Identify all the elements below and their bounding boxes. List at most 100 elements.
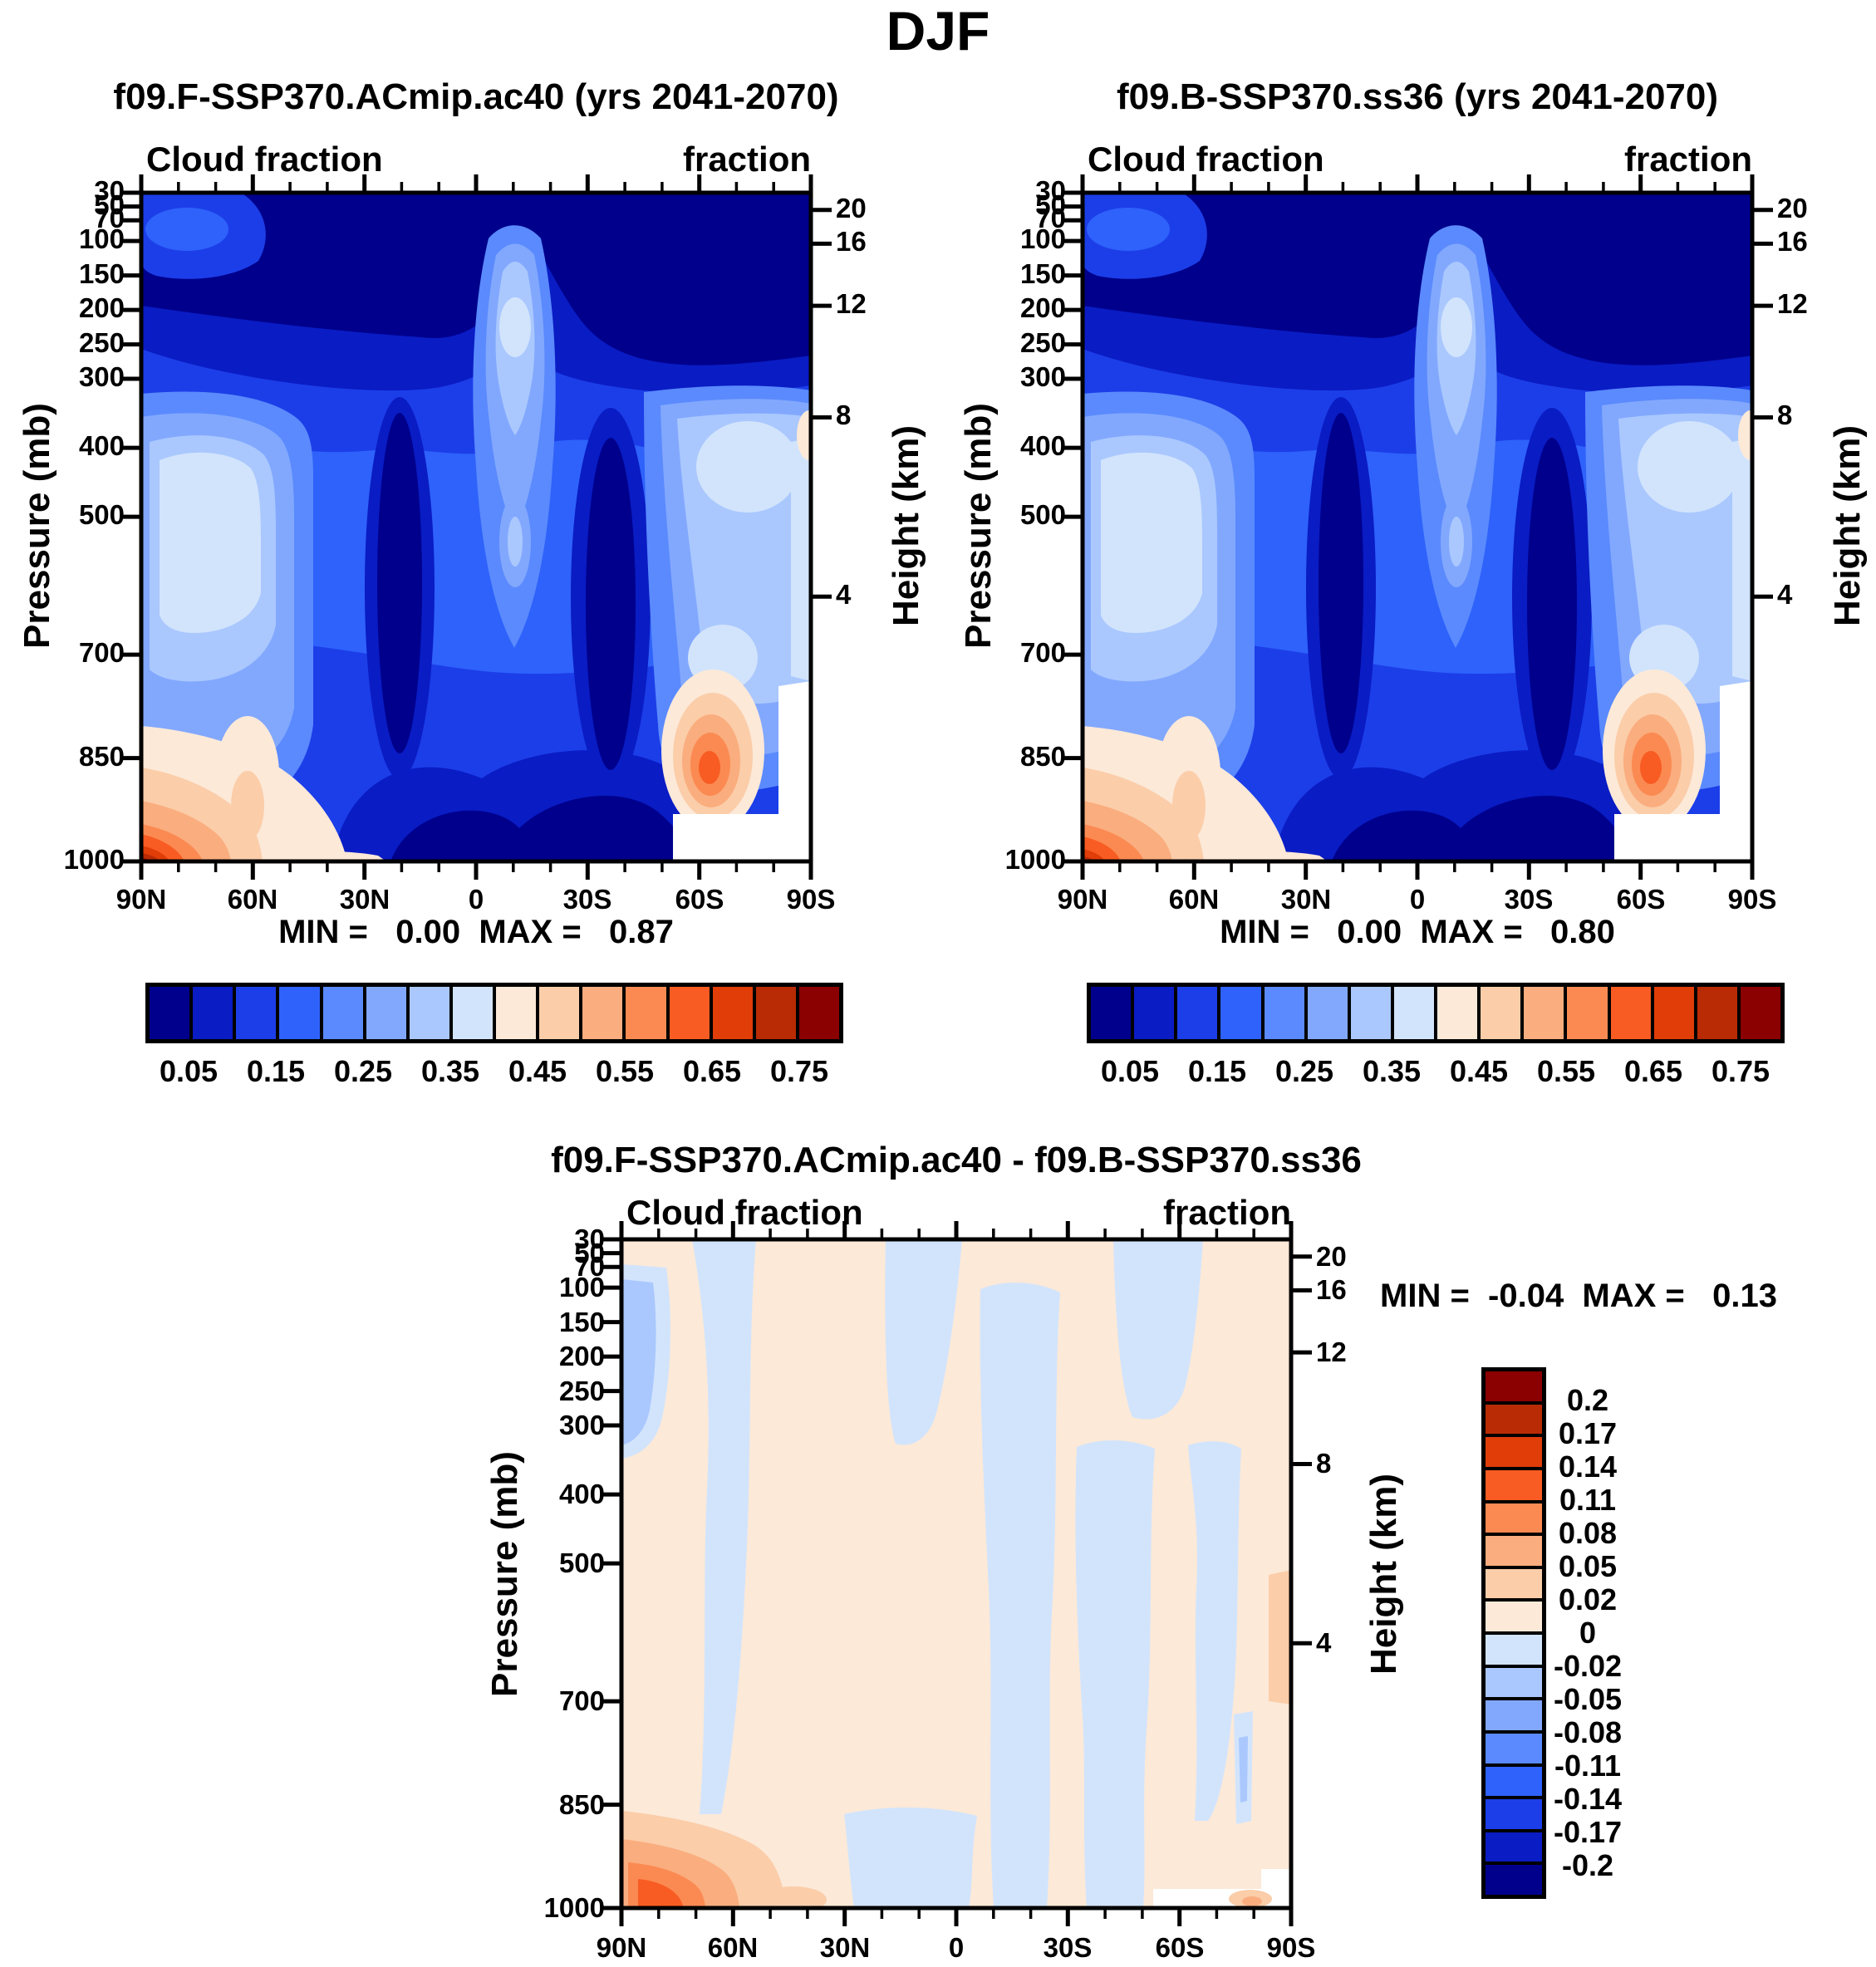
colorbar-cell [1219, 985, 1263, 1041]
colorbar-cell [1484, 1501, 1544, 1535]
colorbar-label: 0.45 [508, 1054, 567, 1088]
colorbar-cell [1565, 985, 1609, 1041]
colorbar-cell [1348, 985, 1392, 1041]
colorbar-a [145, 983, 843, 1043]
colorbar-cell [624, 985, 668, 1041]
colorbar-diff [1481, 1367, 1546, 1899]
pressure-tick-label: 850 [78, 741, 125, 772]
lat-tick-label: 60N [227, 884, 278, 915]
pressure-tick-label: 30 [94, 175, 125, 206]
lat-tick-label: 0 [468, 884, 484, 915]
colorbar-label: -0.05 [1553, 1682, 1623, 1716]
colorbar-cell [1484, 1534, 1544, 1567]
colorbar-cell [1484, 1830, 1544, 1864]
pressure-tick-label: 700 [1019, 637, 1066, 668]
pressure-tick-label: 300 [78, 361, 125, 392]
colorbar-label: -0.11 [1554, 1749, 1622, 1783]
colorbar-cell [1479, 985, 1523, 1041]
pressure-tick-label: 200 [78, 292, 125, 323]
lat-tick-label: 60N [707, 1932, 759, 1963]
panel-b-minmax: MIN = 0.00 MAX = 0.80 [1220, 914, 1615, 950]
pressure-tick-label: 250 [78, 327, 125, 358]
pressure-tick-label: 70 [1035, 203, 1066, 233]
colorbar-b [1087, 983, 1785, 1043]
height-axis-title: Height (km) [1827, 425, 1868, 626]
colorbar-label: 0.05 [1100, 1054, 1160, 1088]
lat-tick-label: 60S [1155, 1932, 1205, 1963]
colorbar-cell [1484, 1764, 1544, 1798]
pressure-tick-label: 150 [558, 1307, 605, 1337]
pressure-tick-label: 700 [78, 637, 125, 668]
colorbar-cell [1484, 1699, 1544, 1732]
colorbar-cell [148, 985, 192, 1041]
height-tick-label: 8 [1777, 400, 1793, 430]
pressure-tick-label: 400 [558, 1479, 605, 1509]
colorbar-label: 0.11 [1559, 1483, 1617, 1517]
colorbar-label: 0.15 [246, 1054, 306, 1088]
pressure-tick-label: 500 [78, 499, 125, 530]
pressure-tick-label: 300 [558, 1410, 605, 1440]
colorbar-label: -0.2 [1561, 1848, 1614, 1882]
lat-tick-label: 90N [596, 1932, 647, 1963]
colorbar-cell [234, 985, 278, 1041]
lat-tick-label: 90S [1727, 884, 1777, 915]
colorbar-cell [1522, 985, 1566, 1041]
lat-tick-label: 60S [1616, 884, 1666, 915]
colorbar-cell [1695, 985, 1739, 1041]
colorbar-cell [1484, 1435, 1544, 1469]
lat-tick-label: 30N [339, 884, 390, 915]
colorbar-cell [1484, 1633, 1544, 1666]
colorbar-cell [321, 985, 365, 1041]
height-tick-label: 8 [836, 400, 852, 430]
colorbar-cell [450, 985, 494, 1041]
colorbar-cell [1484, 1468, 1544, 1502]
colorbar-label: 0.35 [420, 1054, 480, 1088]
lat-tick-label: 90N [1057, 884, 1108, 915]
height-tick-label: 8 [1316, 1448, 1332, 1479]
pressure-tick-label: 400 [78, 430, 125, 461]
pressure-tick-label: 400 [1019, 430, 1066, 461]
colorbar-cell [1392, 985, 1436, 1041]
height-tick-label: 16 [1777, 226, 1808, 257]
panel-a-minmax: MIN = 0.00 MAX = 0.87 [278, 914, 674, 950]
pressure-tick-label: 500 [1019, 499, 1066, 530]
colorbar-label: 0.2 [1566, 1383, 1609, 1417]
colorbar-cell [191, 985, 235, 1041]
colorbar-label: -0.02 [1553, 1649, 1623, 1683]
pressure-tick-label: 1000 [1004, 844, 1066, 875]
colorbar-label: 0.05 [1558, 1549, 1618, 1583]
height-tick-label: 12 [1777, 288, 1808, 319]
colorbar-cell [1132, 985, 1176, 1041]
lat-tick-label: 30N [819, 1932, 871, 1963]
height-tick-label: 20 [836, 193, 867, 223]
panel-a-subtitle-right: fraction [682, 140, 811, 179]
colorbar-label: 0.05 [159, 1054, 219, 1088]
pressure-tick-label: 1000 [63, 844, 125, 875]
panel-diff-subtitle-left: Cloud fraction [626, 1193, 863, 1232]
height-axis-title: Height (km) [1363, 1474, 1404, 1675]
pressure-tick-label: 850 [558, 1789, 605, 1820]
colorbar-label: 0.08 [1558, 1516, 1618, 1550]
colorbar-cell [1262, 985, 1306, 1041]
pressure-tick-label: 1000 [543, 1892, 605, 1923]
pressure-tick-label: 250 [558, 1376, 605, 1406]
pressure-tick-label: 200 [558, 1341, 605, 1371]
colorbar-cell [1484, 1863, 1544, 1896]
pressure-tick-label: 150 [78, 258, 125, 289]
colorbar-cell [1305, 985, 1349, 1041]
colorbar-cell [364, 985, 408, 1041]
colorbar-cell [1484, 1402, 1544, 1436]
colorbar-label: 0.35 [1362, 1054, 1422, 1088]
pressure-axis-title: Pressure (mb) [958, 403, 999, 649]
colorbar-cell [581, 985, 625, 1041]
colorbar-cell [1484, 1731, 1544, 1765]
height-tick-label: 16 [1316, 1274, 1347, 1305]
colorbar-cell [797, 985, 841, 1041]
colorbar-cell [494, 985, 538, 1041]
colorbar-label: 0.02 [1558, 1582, 1618, 1616]
pressure-axis-title: Pressure (mb) [484, 1451, 525, 1697]
pressure-tick-label: 700 [558, 1685, 605, 1716]
pressure-tick-label: 150 [1019, 258, 1066, 289]
height-tick-label: 12 [1316, 1337, 1347, 1367]
lat-tick-label: 90S [786, 884, 836, 915]
